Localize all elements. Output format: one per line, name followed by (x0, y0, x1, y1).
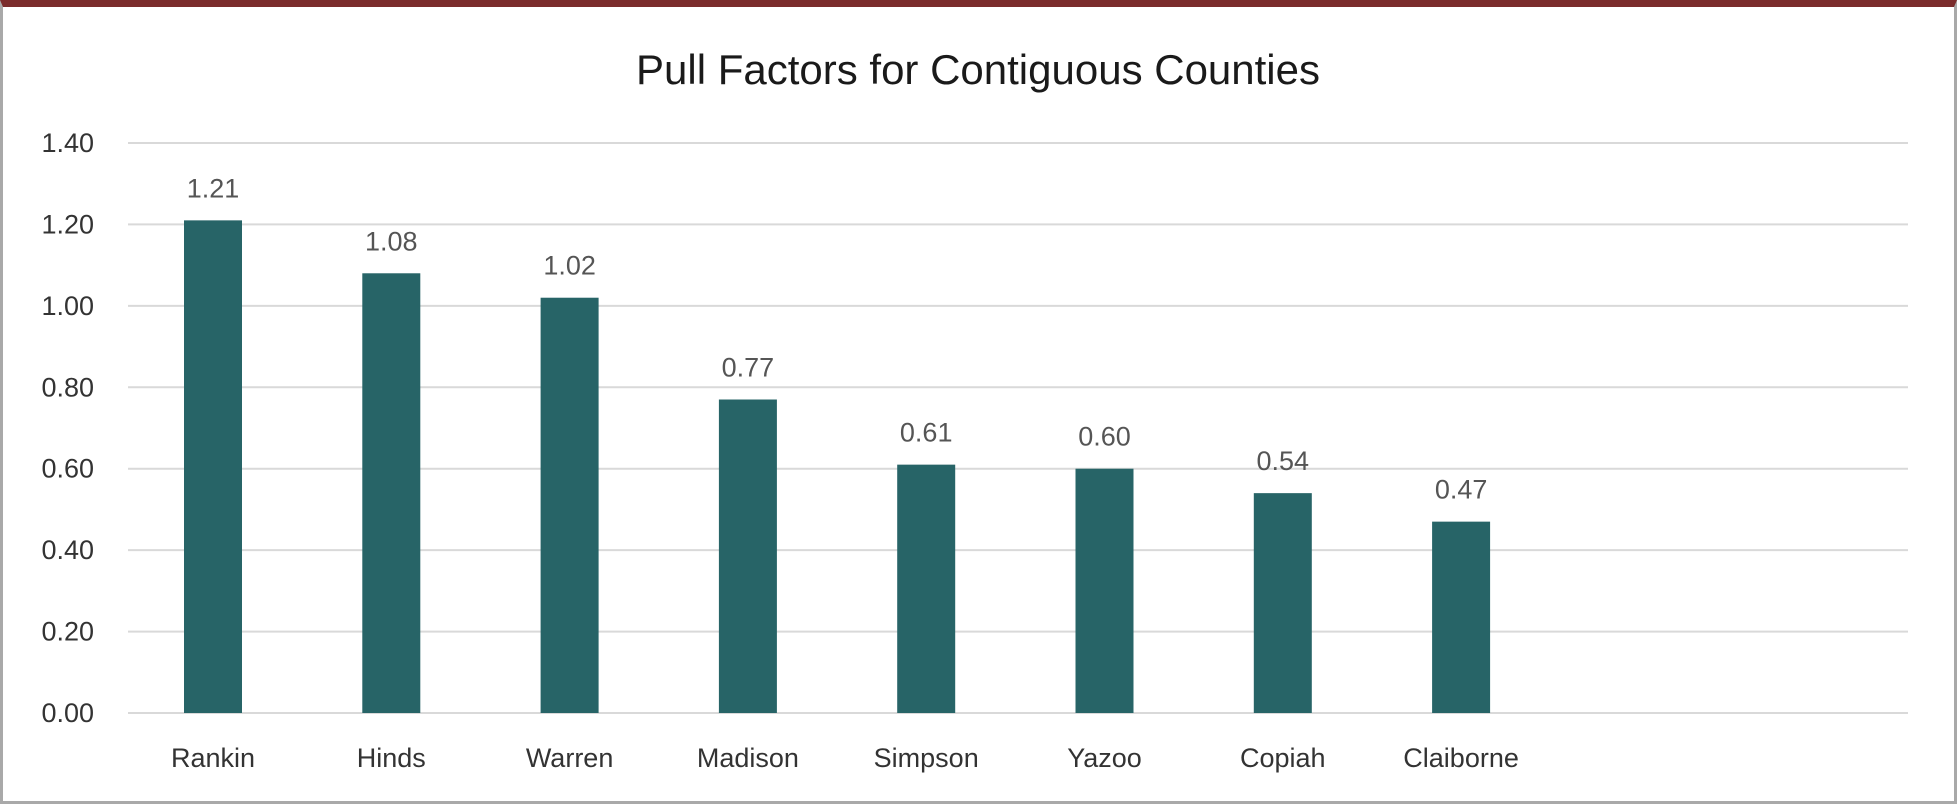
bar-claiborne (1432, 521, 1491, 713)
bars (184, 220, 1491, 713)
bar-simpson (897, 464, 956, 713)
y-axis-ticks: 0.00 0.20 0.40 0.60 0.80 1.00 1.20 1.40 (41, 128, 94, 728)
bar-hinds (362, 273, 421, 713)
category-label-rankin: Rankin (171, 743, 255, 773)
x-axis-categories: Rankin Hinds Warren Madison Simpson Yazoo Copi… (171, 743, 1519, 773)
data-label-hinds: 1.08 (365, 226, 418, 256)
category-label-yazoo: Yazoo (1067, 743, 1142, 773)
bar-warren (540, 297, 599, 713)
chart-title: Pull Factors for Contiguous Counties (636, 46, 1320, 93)
category-label-madison: Madison (697, 743, 799, 773)
category-label-warren: Warren (526, 743, 614, 773)
y-tick-label: 0.40 (41, 535, 94, 565)
y-tick-label: 1.20 (41, 209, 94, 239)
category-label-hinds: Hinds (357, 743, 426, 773)
data-labels: 1.21 1.08 1.02 0.77 0.61 0.60 0.54 0.47 (187, 173, 1488, 504)
bar-rankin (184, 220, 242, 713)
category-label-claiborne: Claiborne (1403, 743, 1519, 773)
data-label-madison: 0.77 (722, 353, 775, 383)
data-label-warren: 1.02 (543, 251, 596, 281)
y-tick-label: 0.00 (41, 698, 94, 728)
bar-yazoo (1075, 468, 1134, 713)
y-tick-label: 0.80 (41, 372, 94, 402)
grid-lines (128, 142, 1908, 714)
data-label-copiah: 0.54 (1257, 446, 1310, 476)
data-label-yazoo: 0.60 (1078, 422, 1131, 452)
y-tick-label: 0.20 (41, 617, 94, 647)
data-label-rankin: 1.21 (187, 173, 240, 203)
data-label-claiborne: 0.47 (1435, 475, 1488, 505)
y-tick-label: 1.00 (41, 291, 94, 321)
y-tick-label: 1.40 (41, 128, 94, 158)
category-label-simpson: Simpson (874, 743, 979, 773)
category-label-copiah: Copiah (1240, 743, 1326, 773)
bar-madison (718, 399, 777, 713)
y-tick-label: 0.60 (41, 454, 94, 484)
bar-copiah (1253, 493, 1312, 713)
data-label-simpson: 0.61 (900, 418, 953, 448)
